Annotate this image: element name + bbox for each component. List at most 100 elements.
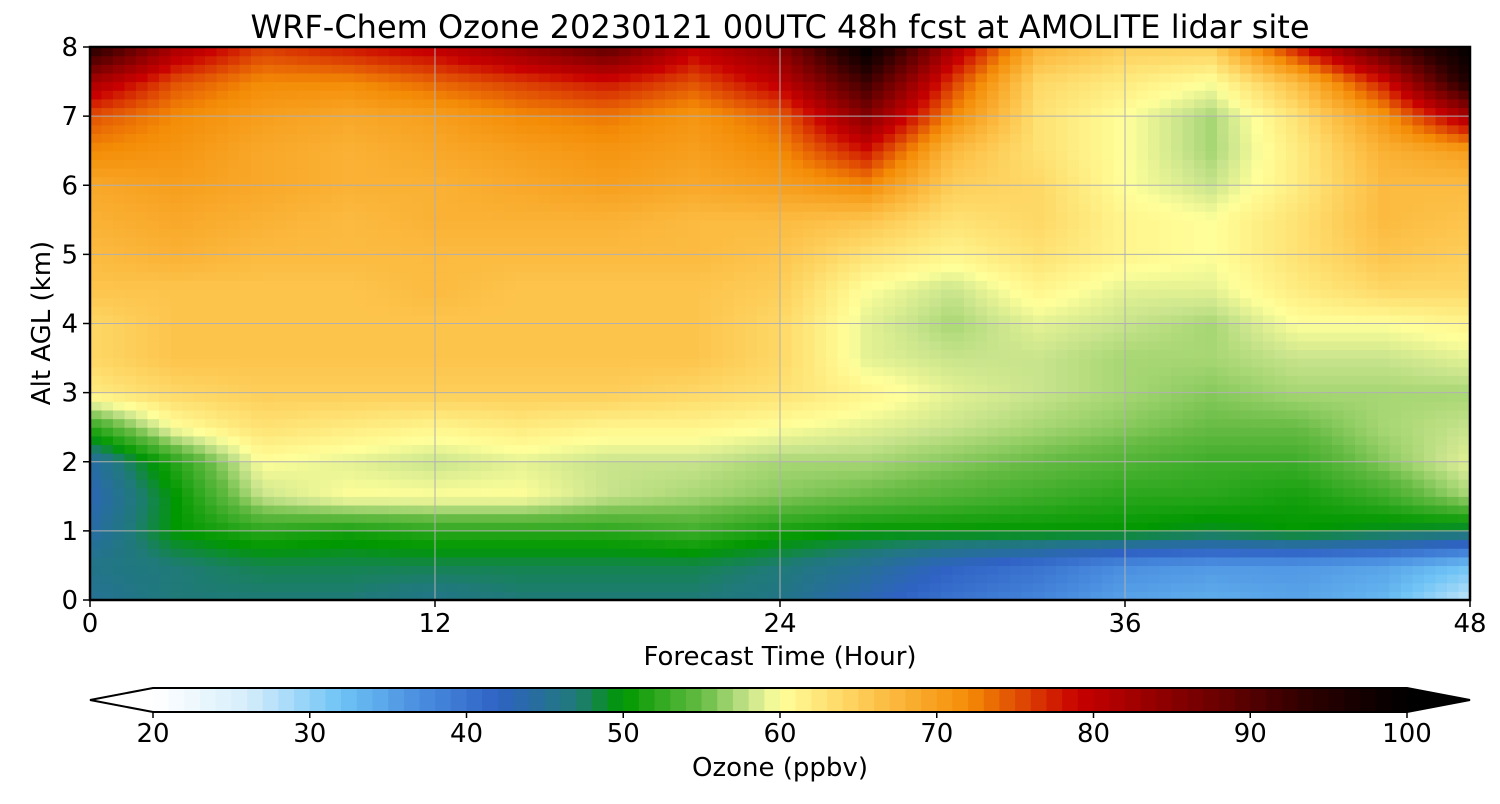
heatmap-cell <box>573 288 586 299</box>
heatmap-cell <box>423 323 436 333</box>
heatmap-cell <box>768 504 781 515</box>
heatmap-cell <box>768 280 781 290</box>
heatmap-cell <box>1113 349 1126 359</box>
heatmap-cell <box>941 504 954 515</box>
heatmap-cell <box>1378 435 1391 446</box>
heatmap-cell <box>964 323 977 333</box>
heatmap-cell <box>906 323 919 333</box>
heatmap-cell <box>101 401 114 411</box>
heatmap-cell <box>941 349 954 359</box>
heatmap-cell <box>458 539 471 549</box>
heatmap-cell <box>274 556 287 567</box>
heatmap-cell <box>216 427 229 437</box>
heatmap-cell <box>826 539 839 549</box>
heatmap-cell <box>354 245 367 255</box>
heatmap-cell <box>1389 245 1402 255</box>
heatmap-cell <box>216 254 229 264</box>
heatmap-cell <box>366 288 379 299</box>
heatmap-cell <box>1435 288 1448 299</box>
heatmap-cell <box>389 375 402 385</box>
heatmap-cell <box>228 280 241 290</box>
heatmap-cell <box>389 306 402 316</box>
heatmap-cell <box>1447 530 1460 541</box>
heatmap-cell <box>642 539 655 549</box>
heatmap-cell <box>527 332 540 342</box>
heatmap-cell <box>1056 504 1069 515</box>
heatmap-cell <box>1136 487 1149 497</box>
heatmap-cell <box>1125 254 1138 264</box>
heatmap-cell <box>895 401 908 411</box>
heatmap-cell <box>757 418 770 428</box>
heatmap-cell <box>906 383 919 394</box>
heatmap-cell <box>734 409 747 420</box>
heatmap-cell <box>849 383 862 394</box>
heatmap-cell <box>688 314 701 325</box>
heatmap-cell <box>619 314 632 325</box>
heatmap-cell <box>1240 375 1253 385</box>
heatmap-cell <box>193 297 206 307</box>
heatmap-cell <box>987 435 1000 446</box>
heatmap-cell <box>216 591 229 600</box>
heatmap-cell <box>561 444 574 454</box>
heatmap-cell <box>814 409 827 420</box>
heatmap-cell <box>1010 392 1023 402</box>
heatmap-cell <box>745 263 758 273</box>
heatmap-cell <box>515 496 528 506</box>
heatmap-cell <box>1355 548 1368 558</box>
heatmap-cell <box>1447 297 1460 307</box>
heatmap-cell <box>676 453 689 463</box>
heatmap-cell <box>860 453 873 463</box>
heatmap-cell <box>561 245 574 255</box>
heatmap-cell <box>205 453 218 463</box>
heatmap-cell <box>147 280 160 290</box>
heatmap-cell <box>458 375 471 385</box>
heatmap-cell <box>170 280 183 290</box>
heatmap-cell <box>573 418 586 428</box>
heatmap-cell <box>366 297 379 307</box>
heatmap-cell <box>423 427 436 437</box>
heatmap-cell <box>1297 513 1310 523</box>
heatmap-cell <box>1332 323 1345 333</box>
heatmap-cell <box>1458 574 1470 584</box>
heatmap-cell <box>101 383 114 394</box>
heatmap-cell <box>400 504 413 515</box>
heatmap-cell <box>964 479 977 489</box>
heatmap-cell <box>653 591 666 600</box>
heatmap-cell <box>803 323 816 333</box>
heatmap-cell <box>918 280 931 290</box>
heatmap-cell <box>239 418 252 428</box>
heatmap-cell <box>883 574 896 584</box>
heatmap-cell <box>193 375 206 385</box>
heatmap-cell <box>1389 487 1402 497</box>
heatmap-cell <box>1286 375 1299 385</box>
heatmap-cell <box>895 366 908 376</box>
heatmap-cell <box>607 530 620 541</box>
heatmap-cell <box>423 418 436 428</box>
heatmap-cell <box>170 582 183 592</box>
heatmap-cell <box>837 435 850 446</box>
heatmap-cell <box>1205 513 1218 523</box>
heatmap-cell <box>987 401 1000 411</box>
heatmap-cell <box>665 297 678 307</box>
heatmap-cell <box>676 375 689 385</box>
heatmap-cell <box>596 444 609 454</box>
heatmap-cell <box>561 453 574 463</box>
heatmap-cell <box>320 444 333 454</box>
heatmap-cell <box>1067 435 1080 446</box>
heatmap-cell <box>757 487 770 497</box>
heatmap-cell <box>458 582 471 592</box>
heatmap-cell <box>308 574 321 584</box>
heatmap-cell <box>1102 479 1115 489</box>
heatmap-cell <box>711 530 724 541</box>
heatmap-cell <box>860 556 873 567</box>
heatmap-cell <box>1228 366 1241 376</box>
heatmap-cell <box>412 358 425 368</box>
heatmap-cell <box>469 539 482 549</box>
heatmap-cell <box>584 565 597 575</box>
heatmap-cell <box>446 444 459 454</box>
heatmap-cell <box>1424 565 1437 575</box>
heatmap-cell <box>113 513 126 523</box>
heatmap-cell <box>170 418 183 428</box>
heatmap-cell <box>676 332 689 342</box>
